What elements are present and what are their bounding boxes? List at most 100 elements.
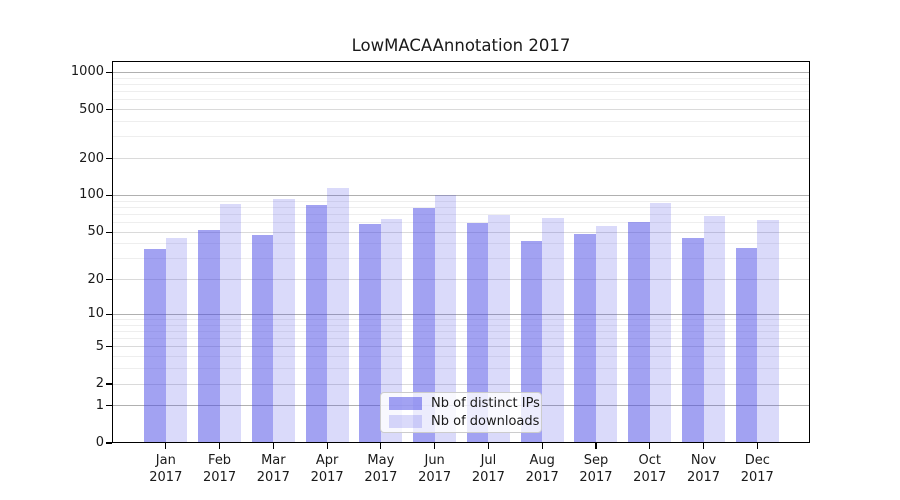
gridline-40	[112, 243, 810, 245]
gridline-80	[112, 206, 810, 208]
x-tick-year: 2017	[149, 469, 183, 485]
bars-layer	[112, 61, 810, 443]
x-tick-mark-oct	[649, 443, 651, 449]
bar-ips-jul	[466, 222, 489, 443]
gridline-5	[112, 346, 810, 348]
gridlines-layer	[112, 61, 810, 443]
x-tick-month: Jun	[424, 453, 445, 468]
x-tick-label-jun: Jun 2017	[403, 453, 467, 486]
x-tick-mark-jun	[434, 443, 436, 449]
x-tick-year: 2017	[579, 469, 613, 485]
gridline-9	[112, 319, 810, 320]
gridline-60	[112, 222, 810, 223]
x-tick-label-may: May 2017	[349, 453, 413, 486]
x-tick-mark-apr	[326, 443, 328, 449]
x-tick-label-sep: Sep 2017	[564, 453, 628, 486]
legend: Nb of distinct IPs Nb of downloads	[380, 392, 542, 433]
gridline-6	[112, 338, 810, 340]
bar-ips-jun	[413, 207, 435, 443]
gridline-100	[112, 194, 810, 196]
x-tick-month: May	[367, 453, 395, 468]
y-tick-label-1: 1	[95, 397, 104, 413]
bar-ips-may	[359, 224, 381, 443]
x-tick-year: 2017	[471, 469, 505, 485]
legend-label: Nb of downloads	[431, 413, 540, 429]
x-tick-mark-jan	[165, 443, 167, 449]
x-tick-label-apr: Apr 2017	[295, 453, 359, 486]
x-tick-label-dec: Dec 2017	[725, 453, 789, 486]
x-tick-mark-mar	[272, 443, 274, 449]
bar-ips-jan	[144, 249, 166, 443]
gridline-8	[112, 324, 810, 326]
y-tick-label-100: 100	[79, 187, 104, 203]
bar-ips-dec	[735, 247, 758, 443]
y-tick-label-20: 20	[87, 271, 104, 287]
legend-swatch-ips	[389, 397, 422, 411]
legend-swatch-downloads	[389, 414, 422, 428]
gridline-4	[112, 356, 810, 358]
bar-downloads-jan	[165, 237, 188, 443]
y-tick-mark-1000	[106, 71, 112, 74]
bar-downloads-feb	[219, 204, 242, 443]
bar-downloads-jul	[488, 215, 510, 443]
x-tick-year: 2017	[633, 469, 667, 485]
x-tick-month: Apr	[315, 453, 339, 468]
bar-ips-mar	[251, 235, 274, 443]
legend-label: Nb of distinct IPs	[431, 396, 540, 412]
bar-downloads-nov	[703, 215, 725, 443]
x-tick-year: 2017	[364, 469, 398, 485]
x-tick-label-mar: Mar 2017	[241, 453, 305, 486]
x-tick-year: 2017	[203, 469, 237, 485]
gridline-70	[112, 213, 810, 215]
bar-downloads-may	[380, 219, 403, 443]
gridline-10	[112, 313, 810, 315]
x-tick-year: 2017	[686, 469, 721, 485]
gridline-200	[112, 158, 810, 160]
gridline-3	[112, 368, 810, 370]
gridline-900	[112, 77, 810, 79]
gridline-20	[112, 279, 810, 281]
x-tick-month: Aug	[529, 453, 555, 468]
y-tick-label-1000: 1000	[70, 64, 104, 80]
x-tick-mark-aug	[541, 443, 543, 449]
x-tick-mark-jul	[487, 443, 489, 449]
bar-ips-oct	[628, 221, 650, 443]
y-tick-label-200: 200	[79, 150, 104, 166]
bar-downloads-mar	[273, 199, 295, 443]
gridline-400	[112, 121, 810, 122]
x-tick-year: 2017	[525, 469, 559, 485]
bar-downloads-aug	[542, 218, 564, 443]
gridline-300	[112, 136, 810, 138]
x-tick-mark-feb	[218, 443, 221, 449]
y-tick-mark-100	[106, 194, 112, 197]
gridline-90	[112, 200, 810, 202]
x-tick-year: 2017	[256, 469, 290, 485]
gridline-1000	[112, 71, 810, 73]
y-tick-mark-1	[106, 405, 112, 407]
y-tick-label-50: 50	[87, 224, 104, 240]
y-tick-mark-10	[106, 313, 112, 315]
x-tick-label-oct: Oct 2017	[618, 453, 682, 486]
x-tick-month: Jul	[480, 453, 497, 468]
bar-ips-feb	[198, 230, 220, 443]
bar-downloads-dec	[757, 219, 779, 443]
x-tick-month: Jan	[155, 453, 176, 468]
y-tick-mark-2	[106, 383, 112, 385]
bar-downloads-jun	[434, 195, 457, 443]
bar-downloads-apr	[327, 187, 349, 443]
gridline-30	[112, 258, 810, 260]
y-tick-label-5: 5	[95, 338, 104, 354]
bar-downloads-oct	[649, 202, 672, 443]
y-tick-mark-200	[106, 157, 112, 160]
x-tick-label-jan: Jan 2017	[134, 453, 198, 486]
x-tick-mark-dec	[756, 443, 758, 449]
x-tick-month: Dec	[744, 453, 770, 468]
x-tick-label-nov: Nov 2017	[672, 453, 736, 486]
y-tick-mark-500	[106, 108, 112, 111]
x-tick-month: Oct	[638, 453, 661, 468]
y-tick-mark-0	[106, 442, 112, 444]
gridline-700	[112, 91, 810, 93]
gridline-500	[112, 109, 810, 111]
bar-ips-apr	[305, 205, 328, 443]
